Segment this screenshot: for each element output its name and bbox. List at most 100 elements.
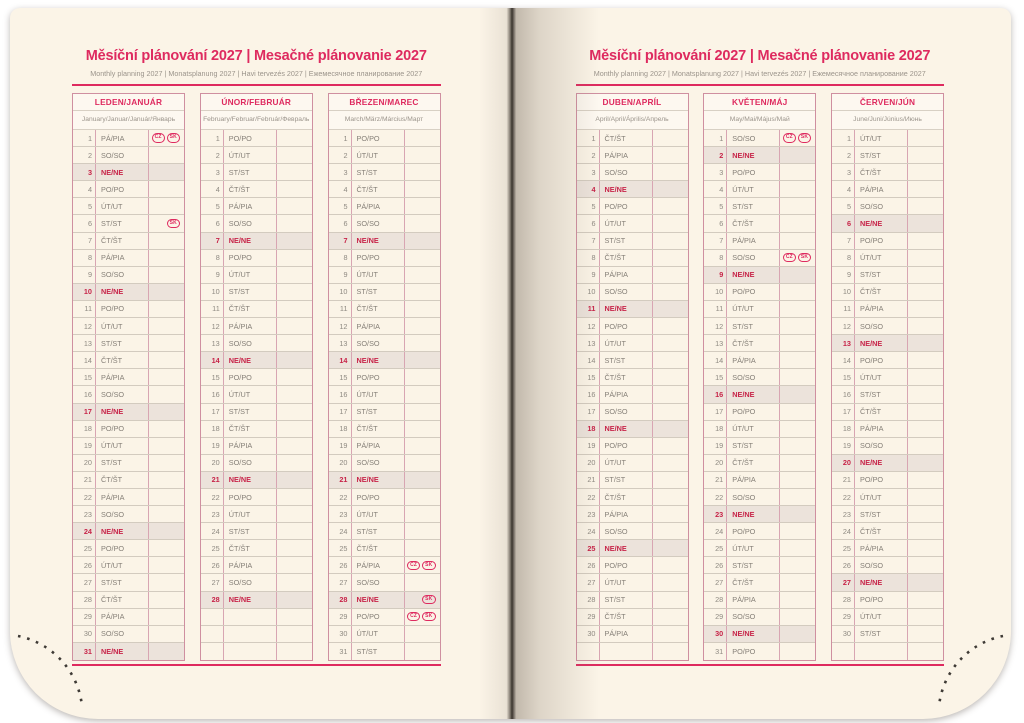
day-row: 13 ÚT/UT <box>576 335 688 353</box>
day-name: ÚT/UT <box>727 181 781 198</box>
day-number: 1 <box>704 130 728 147</box>
day-number: 2 <box>73 147 96 164</box>
empty-row <box>200 625 312 643</box>
day-number: 15 <box>73 369 96 386</box>
day-name: SO/SO <box>727 608 781 625</box>
empty-row <box>832 642 943 660</box>
day-name: SO/SO <box>600 403 653 420</box>
day-row: 12 ST/ST <box>704 318 816 336</box>
day-number: 23 <box>329 506 352 523</box>
day-row: 28 ST/ST <box>576 591 688 609</box>
notes-cell <box>149 489 184 505</box>
day-number: 21 <box>201 471 224 488</box>
day-number: 5 <box>329 198 352 215</box>
notes-cell <box>405 301 440 317</box>
day-number: 24 <box>832 523 855 540</box>
day-name: PO/PO <box>96 300 149 318</box>
day-row: 16 SO/SO <box>73 386 184 404</box>
top-rule <box>575 84 944 86</box>
day-row: 27 ST/ST <box>73 574 184 592</box>
day-row: 5 PÁ/PIA <box>200 198 312 216</box>
notes-cell <box>908 267 943 283</box>
day-number: 25 <box>577 540 600 557</box>
day-row: 2 ÚT/UT <box>200 147 312 165</box>
notes-cell <box>405 215 440 231</box>
day-number: 2 <box>704 147 728 164</box>
day-number <box>832 642 855 660</box>
notes-cell <box>653 215 688 231</box>
notes-cell <box>780 438 815 454</box>
notes-cell <box>149 523 184 539</box>
day-number: 27 <box>201 574 224 591</box>
notes-cell <box>908 472 943 488</box>
notes-cell <box>908 557 943 573</box>
day-number: 31 <box>329 642 352 660</box>
day-number: 23 <box>73 506 96 523</box>
notes-cell <box>908 335 943 351</box>
day-number: 14 <box>704 352 728 369</box>
notes-cell <box>149 455 184 471</box>
day-row: 20 ÚT/UT <box>576 454 688 472</box>
day-name: PO/PO <box>600 198 653 215</box>
notes-cell <box>653 318 688 334</box>
day-name: PO/PO <box>855 471 908 488</box>
day-row: 18 ÚT/UT <box>704 420 816 438</box>
day-row: 3 ST/ST <box>200 164 312 182</box>
day-name: NE/NE <box>224 471 277 488</box>
month-name: KVĚTEN/MÁJ <box>704 94 816 111</box>
notes-cell <box>780 335 815 351</box>
day-name: ÚT/UT <box>352 266 405 283</box>
page-title: Měsíční plánování 2027 | Mesačné plánova… <box>589 48 931 64</box>
notes-cell <box>277 233 312 249</box>
day-number: 5 <box>577 198 600 215</box>
day-name: PÁ/PIA <box>224 557 277 574</box>
day-number: 20 <box>201 454 224 471</box>
day-name: SO/SO <box>855 198 908 215</box>
notes-cell <box>149 198 184 214</box>
day-name: ČT/ŠT <box>855 403 908 420</box>
notes-cell <box>780 540 815 556</box>
empty-row <box>201 642 312 660</box>
day-row: 28 ČT/ŠT <box>73 591 184 609</box>
day-name: SO/SO <box>96 625 149 642</box>
day-number: 10 <box>201 283 224 300</box>
day-number: 12 <box>73 318 96 335</box>
day-number: 22 <box>704 488 728 506</box>
day-name: NE/NE <box>96 283 149 300</box>
notes-cell: CZ SK <box>405 557 440 573</box>
day-name: PÁ/PIA <box>600 506 653 523</box>
day-number: 19 <box>73 437 96 454</box>
notes-cell <box>780 574 815 590</box>
notes-cell <box>653 130 688 146</box>
day-row: 8 ČT/ŠT <box>576 249 688 267</box>
day-name: SO/SO <box>727 369 781 386</box>
day-row: 4 NE/NE <box>576 181 688 199</box>
bottom-rule <box>72 663 441 666</box>
day-name: NE/NE <box>224 232 277 249</box>
notes-cell <box>780 643 815 660</box>
day-number: 24 <box>329 523 352 540</box>
day-row: 7 PÁ/PIA <box>704 232 816 250</box>
day-name: NE/NE <box>352 471 405 488</box>
day-row: 7 ST/ST <box>576 232 688 250</box>
day-name: ÚT/UT <box>224 266 277 283</box>
day-row: 26 SO/SO <box>832 557 943 575</box>
notes-cell <box>908 318 943 334</box>
day-row: 11 ČT/ŠT <box>200 300 312 319</box>
day-row: 15 ÚT/UT <box>832 369 943 387</box>
notes-cell <box>908 421 943 437</box>
day-row: 10 ČT/ŠT <box>832 283 943 301</box>
notes-cell <box>149 540 184 556</box>
day-name: NE/NE <box>727 625 781 642</box>
notes-cell <box>780 609 815 625</box>
day-row: 16 ÚT/UT <box>200 386 312 404</box>
day-name: ST/ST <box>727 437 781 454</box>
day-row: 26 PÁ/PIA <box>200 557 312 575</box>
holiday-badge-cz-icon: CZ <box>407 611 421 622</box>
day-name: ČT/ŠT <box>96 352 149 369</box>
day-name: ST/ST <box>224 523 277 540</box>
day-row: 20 NE/NE <box>832 454 943 472</box>
day-row: 14 NE/NE <box>200 352 312 370</box>
notes-cell <box>908 369 943 385</box>
day-number: 11 <box>704 300 728 318</box>
